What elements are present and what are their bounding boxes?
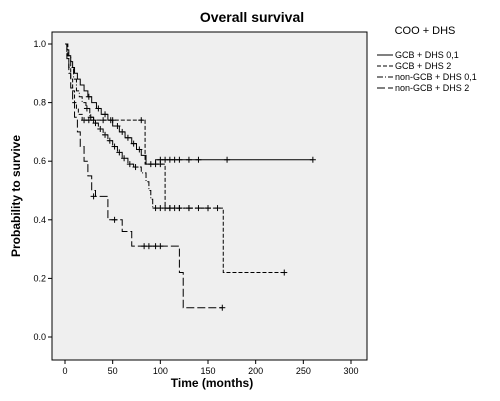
censor-mark xyxy=(185,156,192,163)
censor-mark xyxy=(109,117,116,124)
censor-mark xyxy=(185,205,192,212)
censor-mark xyxy=(176,156,183,163)
censor-mark xyxy=(145,243,152,250)
series-line-4 xyxy=(65,43,223,309)
censor-mark xyxy=(106,137,113,144)
y-axis-label: Probability to survive xyxy=(9,135,23,257)
y-axis-ticks: 0.0 0.2 0.4 0.6 0.8 1.0 xyxy=(33,39,52,342)
x-axis-label: Time (months) xyxy=(171,376,253,390)
y-tick-label: 0.4 xyxy=(33,215,46,225)
censor-mark xyxy=(195,156,202,163)
censor-mark xyxy=(157,161,164,168)
x-tick-label: 200 xyxy=(248,366,263,376)
censor-mark xyxy=(102,111,109,118)
censor-mark xyxy=(90,193,97,200)
x-axis-ticks: 0 50 100 150 200 250 300 xyxy=(62,360,359,376)
series-line-3 xyxy=(65,43,208,209)
chart-title: Overall survival xyxy=(200,9,304,25)
censor-mark xyxy=(121,155,128,162)
censor-mark xyxy=(205,205,211,212)
censor-mark xyxy=(157,243,164,250)
censor-mark xyxy=(176,205,183,212)
y-tick-label: 0.2 xyxy=(33,273,46,283)
censor-mark xyxy=(102,131,109,138)
plot-area xyxy=(51,31,368,361)
censor-mark xyxy=(85,93,92,100)
censor-mark xyxy=(138,117,145,124)
y-tick-label: 0.8 xyxy=(33,98,46,108)
censor-mark xyxy=(97,125,104,132)
censor-mark xyxy=(309,156,316,163)
censor-mark xyxy=(136,146,143,153)
x-tick-label: 50 xyxy=(108,366,118,376)
censor-mark xyxy=(132,164,139,171)
censor-mark xyxy=(116,149,123,156)
x-tick-label: 150 xyxy=(200,366,215,376)
legend-label-3: non-GCB + DHS 0,1 xyxy=(395,72,477,82)
censor-mark xyxy=(111,143,118,150)
x-tick-label: 250 xyxy=(296,366,311,376)
legend-label-1: GCB + DHS 0,1 xyxy=(395,50,459,60)
censor-mark xyxy=(214,205,221,212)
censor-mark xyxy=(83,105,90,112)
censor-mark xyxy=(224,156,231,163)
censor-mark xyxy=(92,120,99,127)
censor-mark xyxy=(166,205,173,212)
x-tick-label: 0 xyxy=(62,366,67,376)
censor-mark xyxy=(124,134,131,141)
censor-mark xyxy=(111,216,118,223)
censor-mark xyxy=(281,269,288,276)
y-tick-label: 0.6 xyxy=(33,156,46,166)
censor-mark xyxy=(100,117,107,124)
censor-mark xyxy=(95,105,102,112)
censor-mark xyxy=(219,304,226,311)
censor-mark xyxy=(87,114,94,121)
censor-mark xyxy=(126,161,133,168)
series-layer xyxy=(65,43,316,311)
y-tick-label: 1.0 xyxy=(33,39,46,49)
legend-label-2: GCB + DHS 2 xyxy=(395,61,451,71)
censor-mark xyxy=(130,140,137,147)
censor-mark xyxy=(114,123,121,130)
y-tick-label: 0.0 xyxy=(33,332,46,342)
x-tick-label: 300 xyxy=(343,366,358,376)
legend-title: COO + DHS xyxy=(395,25,456,37)
censor-mark xyxy=(119,128,126,135)
x-tick-label: 100 xyxy=(153,366,168,376)
legend-label-4: non-GCB + DHS 2 xyxy=(395,83,469,93)
